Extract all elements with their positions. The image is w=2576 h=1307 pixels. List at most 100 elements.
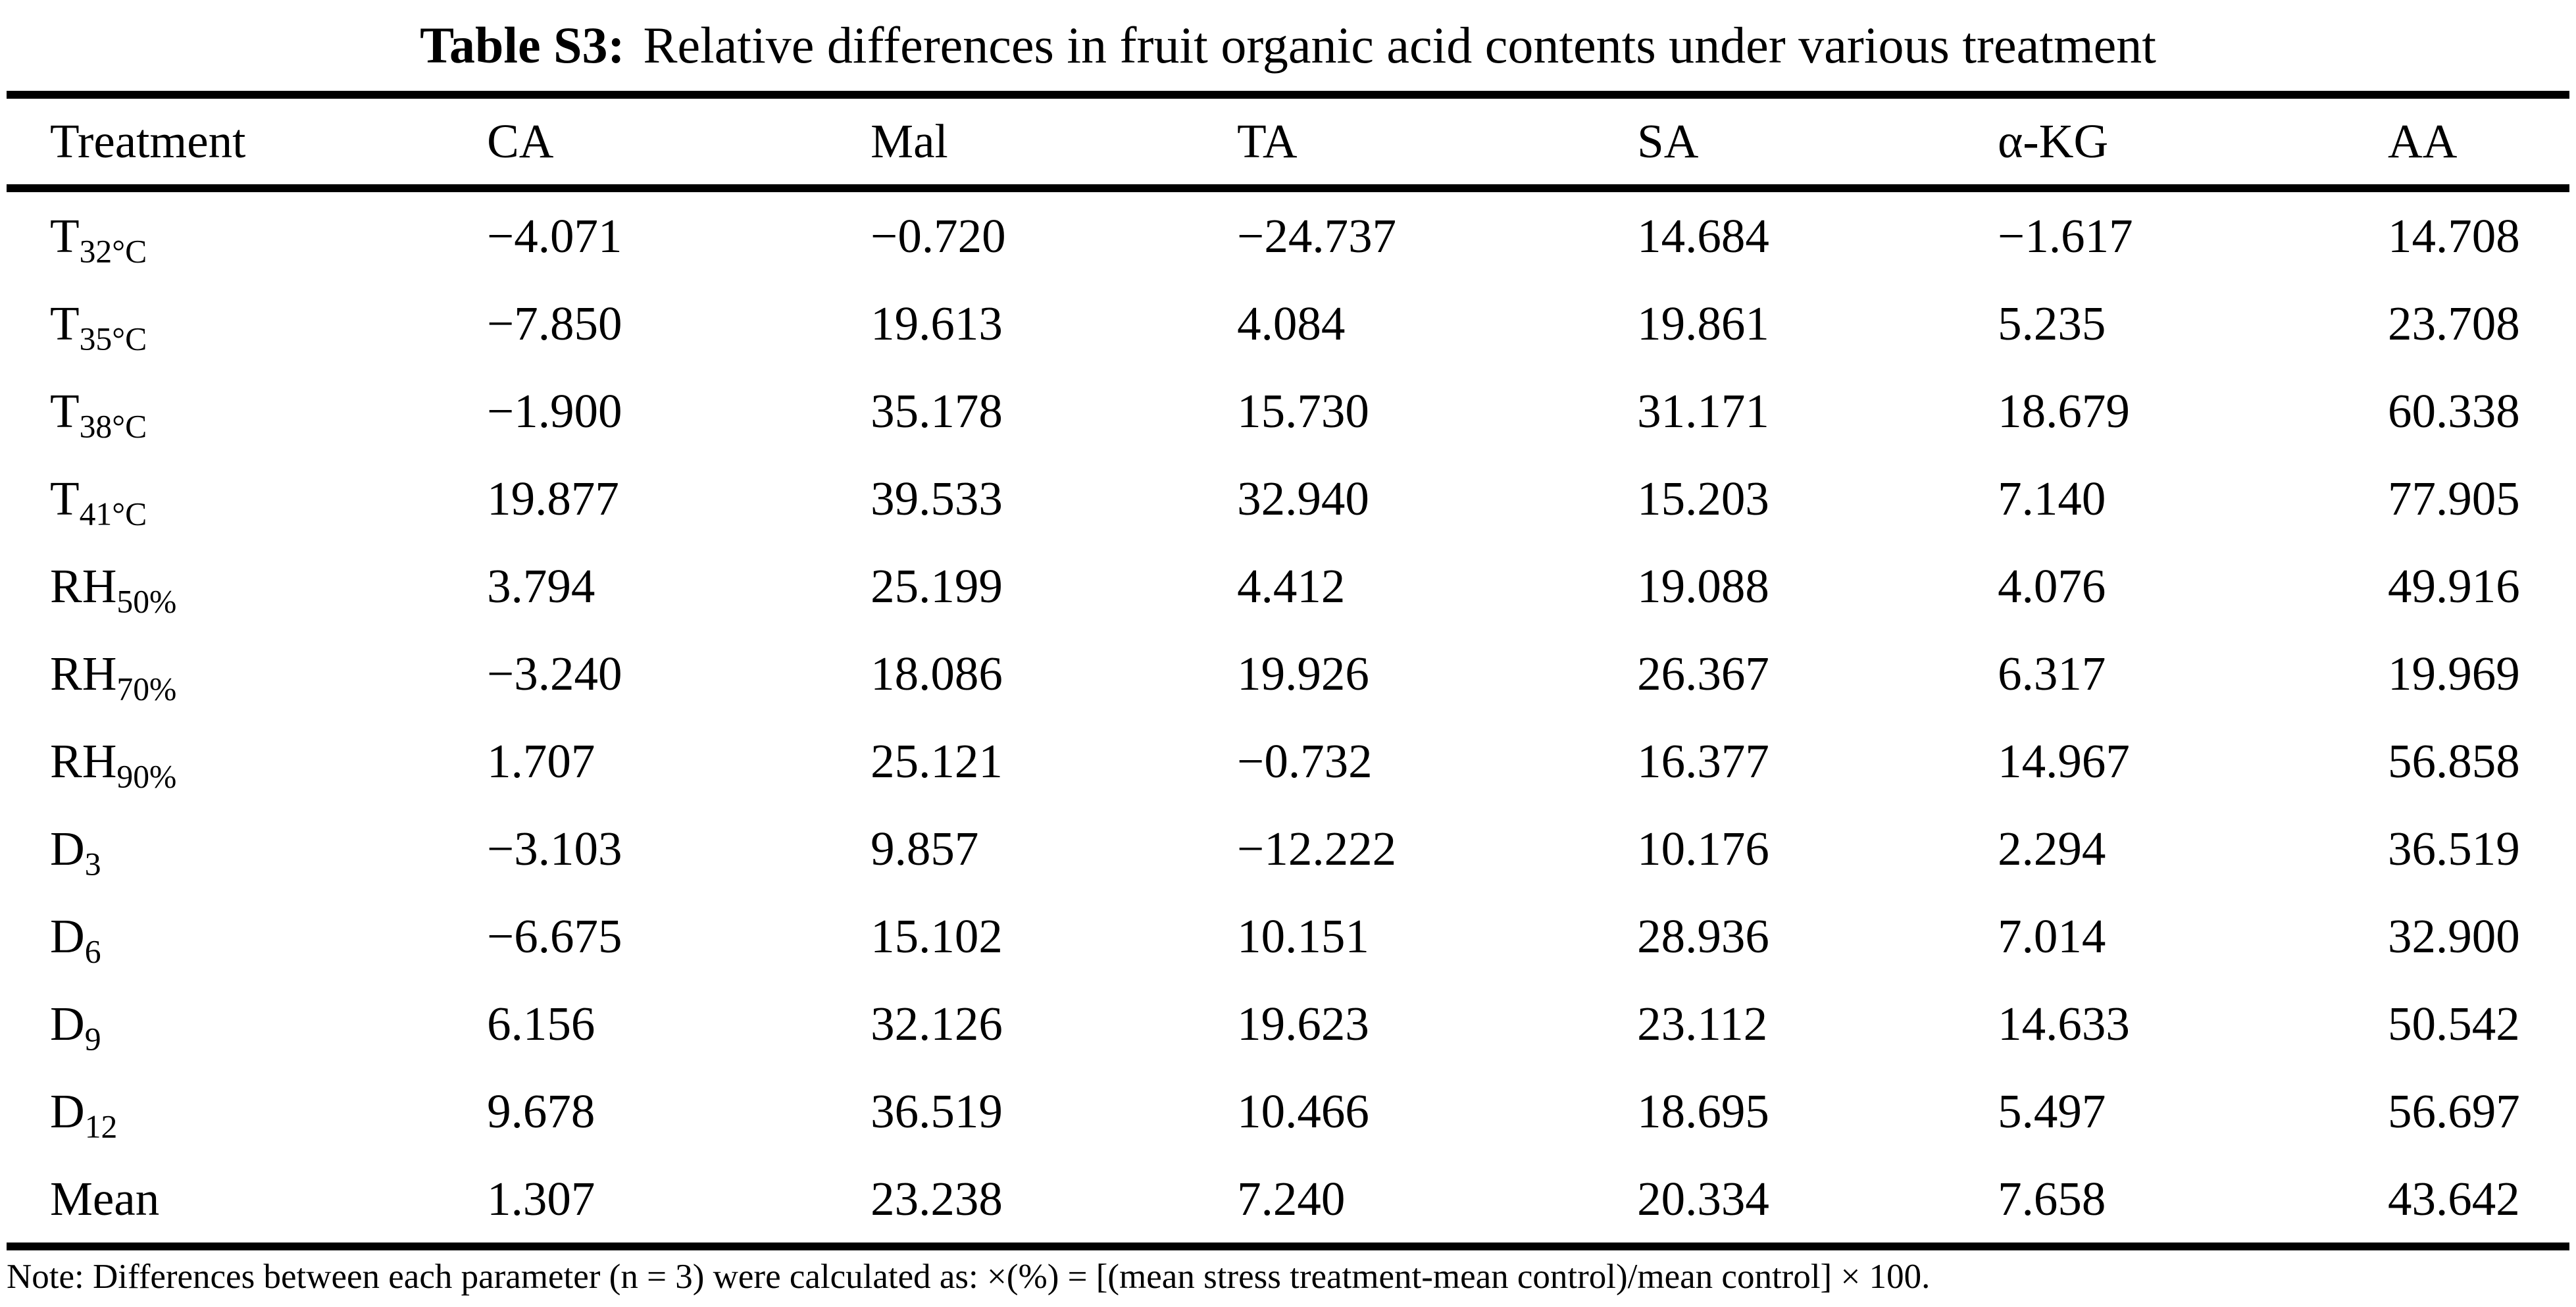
- table-row: RH50% 3.794 25.199 4.412 19.088 4.076 49.916: [7, 542, 2569, 630]
- value-cell: 7.014: [1998, 909, 2106, 963]
- col-header-sa: SA: [1594, 95, 1955, 192]
- header-row: Treatment CA Mal TA SA α-KG AA: [7, 95, 2569, 192]
- treatment-subscript: 9: [84, 1021, 101, 1058]
- value-cell: −4.071: [487, 209, 622, 263]
- value-cell: 7.140: [1998, 471, 2106, 525]
- value-cell: 32.940: [1237, 471, 1369, 525]
- value-cell: 56.858: [2387, 734, 2520, 788]
- treatment-label: RH90%: [7, 717, 443, 805]
- table-note: Note: Differences between each parameter…: [7, 1258, 1931, 1296]
- value-cell: 31.171: [1637, 384, 1769, 438]
- table-body: T32°C −4.071 −0.720 −24.737 14.684 −1.617 14.7…: [7, 188, 2569, 1246]
- table-row: D3 −3.103 9.857 −12.222 10.176 2.294 36.519: [7, 805, 2569, 892]
- value-cell: 5.497: [1998, 1084, 2106, 1138]
- value-cell: 19.088: [1637, 559, 1769, 613]
- treatment-subscript: 90%: [116, 758, 177, 795]
- value-cell: 14.708: [2387, 209, 2520, 263]
- treatment-base: Mean: [50, 1171, 160, 1225]
- value-cell: 15.102: [871, 909, 1003, 963]
- value-cell: 4.076: [1998, 559, 2106, 613]
- table-title: Table S3: Relative differences in fruit …: [7, 0, 2569, 91]
- col-header-aa: AA: [2344, 95, 2569, 192]
- value-cell: 23.112: [1637, 996, 1768, 1050]
- value-cell: 50.542: [2387, 996, 2520, 1050]
- value-cell: 35.178: [871, 384, 1003, 438]
- value-cell: 25.121: [871, 734, 1003, 788]
- value-cell: 25.199: [871, 559, 1003, 613]
- treatment-label: RH70%: [7, 630, 443, 717]
- treatment-base: RH: [50, 646, 117, 700]
- col-header-akg: α-KG: [1954, 95, 2344, 192]
- treatment-label: D9: [7, 980, 443, 1067]
- value-cell: 5.235: [1998, 296, 2106, 350]
- treatment-label: T41°C: [7, 455, 443, 542]
- value-cell: 14.967: [1998, 734, 2130, 788]
- treatment-base: T: [50, 209, 80, 263]
- value-cell: 49.916: [2387, 559, 2520, 613]
- value-cell: 10.466: [1237, 1084, 1369, 1138]
- value-cell: 56.697: [2387, 1084, 2520, 1138]
- value-cell: 2.294: [1998, 821, 2106, 875]
- treatment-subscript: 35°C: [79, 320, 147, 357]
- value-cell: 7.240: [1237, 1171, 1346, 1225]
- value-cell: 10.176: [1637, 821, 1769, 875]
- value-cell: 1.307: [487, 1171, 595, 1225]
- value-cell: 32.126: [871, 996, 1003, 1050]
- value-cell: 39.533: [871, 471, 1003, 525]
- value-cell: 19.926: [1237, 646, 1369, 700]
- value-cell: 4.412: [1237, 559, 1346, 613]
- value-cell: 16.377: [1637, 734, 1769, 788]
- treatment-base: D: [50, 996, 85, 1050]
- table-row: RH90% 1.707 25.121 −0.732 16.377 14.967 56.858: [7, 717, 2569, 805]
- treatment-label: D3: [7, 805, 443, 892]
- table-title-label: Table S3:: [420, 16, 625, 74]
- treatment-base: T: [50, 296, 80, 350]
- treatment-label: RH50%: [7, 542, 443, 630]
- treatment-label: T32°C: [7, 188, 443, 280]
- treatment-subscript: 6: [84, 933, 101, 970]
- value-cell: 77.905: [2387, 471, 2520, 525]
- table-row: Mean 1.307 23.238 7.240 20.334 7.658 43.642: [7, 1155, 2569, 1246]
- treatment-subscript: 41°C: [79, 496, 147, 532]
- value-cell: 6.156: [487, 996, 595, 1050]
- table-row: T32°C −4.071 −0.720 −24.737 14.684 −1.617 14.7…: [7, 188, 2569, 280]
- value-cell: 20.334: [1637, 1171, 1769, 1225]
- col-header-ta: TA: [1194, 95, 1594, 192]
- value-cell: −0.720: [871, 209, 1006, 263]
- value-cell: −3.240: [487, 646, 622, 700]
- treatment-base: D: [50, 821, 85, 875]
- treatment-label: T35°C: [7, 280, 443, 367]
- value-cell: −12.222: [1237, 821, 1397, 875]
- treatment-base: T: [50, 384, 80, 438]
- col-header-ca: CA: [443, 95, 828, 192]
- treatment-label: Mean: [7, 1155, 443, 1246]
- col-header-treatment: Treatment: [7, 95, 444, 192]
- treatment-subscript: 38°C: [79, 408, 147, 445]
- treatment-label: D6: [7, 892, 443, 980]
- value-cell: −0.732: [1237, 734, 1373, 788]
- data-table: Treatment CA Mal TA SA α-KG AA T32°C −4.0…: [7, 91, 2569, 1250]
- value-cell: 18.086: [871, 646, 1003, 700]
- value-cell: 23.238: [871, 1171, 1003, 1225]
- value-cell: −1.900: [487, 384, 622, 438]
- treatment-base: RH: [50, 734, 117, 788]
- treatment-subscript: 3: [84, 846, 101, 883]
- treatment-subscript: 70%: [116, 671, 177, 707]
- value-cell: 19.877: [487, 471, 619, 525]
- value-cell: 9.678: [487, 1084, 595, 1138]
- table-row: RH70% −3.240 18.086 19.926 26.367 6.317 19.969: [7, 630, 2569, 717]
- value-cell: 18.679: [1998, 384, 2130, 438]
- table-row: D6 −6.675 15.102 10.151 28.936 7.014 32.900: [7, 892, 2569, 980]
- treatment-subscript: 12: [84, 1108, 118, 1145]
- value-cell: 6.317: [1998, 646, 2106, 700]
- value-cell: 32.900: [2387, 909, 2520, 963]
- value-cell: 3.794: [487, 559, 595, 613]
- value-cell: 19.623: [1237, 996, 1369, 1050]
- value-cell: 15.203: [1637, 471, 1769, 525]
- value-cell: 14.684: [1637, 209, 1769, 263]
- treatment-subscript: 32°C: [79, 233, 147, 270]
- treatment-base: D: [50, 1084, 85, 1138]
- col-header-mal: Mal: [827, 95, 1194, 192]
- table-row: T35°C −7.850 19.613 4.084 19.861 5.235 23.708: [7, 280, 2569, 367]
